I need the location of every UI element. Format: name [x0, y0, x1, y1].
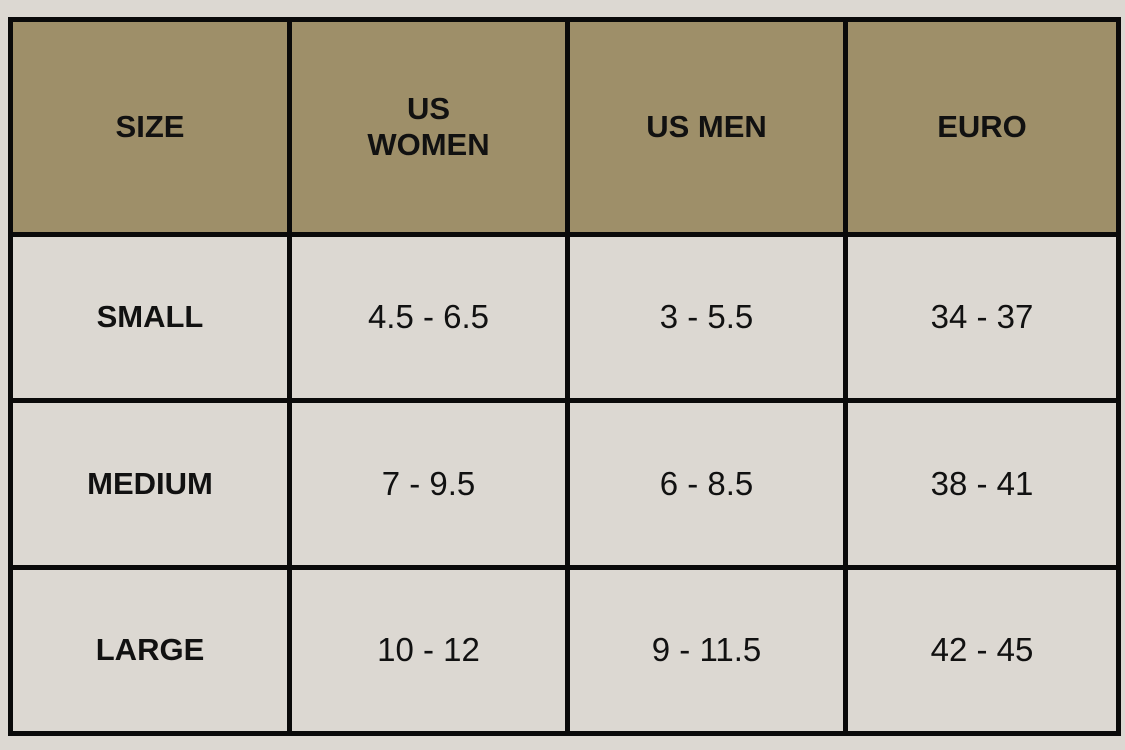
cell-us-women: 10 - 12 — [287, 564, 570, 737]
row-label: MEDIUM — [8, 398, 292, 570]
header-row: SIZE US WOMEN US MEN EURO — [8, 17, 1121, 237]
row-label: LARGE — [8, 564, 292, 737]
cell-euro: 34 - 37 — [843, 231, 1121, 404]
table-row: SMALL 4.5 - 6.5 3 - 5.5 34 - 37 — [8, 231, 1121, 404]
size-chart-table: SIZE US WOMEN US MEN EURO SMALL 4.5 - 6.5… — [8, 17, 1121, 737]
header-us-women-line1: US — [406, 90, 451, 126]
header-size: SIZE — [8, 17, 292, 237]
table-row: LARGE 10 - 12 9 - 11.5 42 - 45 — [8, 564, 1121, 737]
header-euro: EURO — [843, 17, 1121, 237]
cell-us-men: 3 - 5.5 — [565, 231, 848, 404]
header-us-women-line2: WOMEN — [367, 126, 490, 162]
cell-us-men: 6 - 8.5 — [565, 398, 848, 570]
cell-euro: 38 - 41 — [843, 398, 1121, 570]
header-us-men: US MEN — [565, 17, 848, 237]
row-label: SMALL — [8, 231, 292, 404]
cell-us-women: 4.5 - 6.5 — [287, 231, 570, 404]
header-us-women: US WOMEN — [287, 17, 570, 237]
cell-euro: 42 - 45 — [843, 564, 1121, 737]
table-row: MEDIUM 7 - 9.5 6 - 8.5 38 - 41 — [8, 398, 1121, 570]
cell-us-men: 9 - 11.5 — [565, 564, 848, 737]
cell-us-women: 7 - 9.5 — [287, 398, 570, 570]
